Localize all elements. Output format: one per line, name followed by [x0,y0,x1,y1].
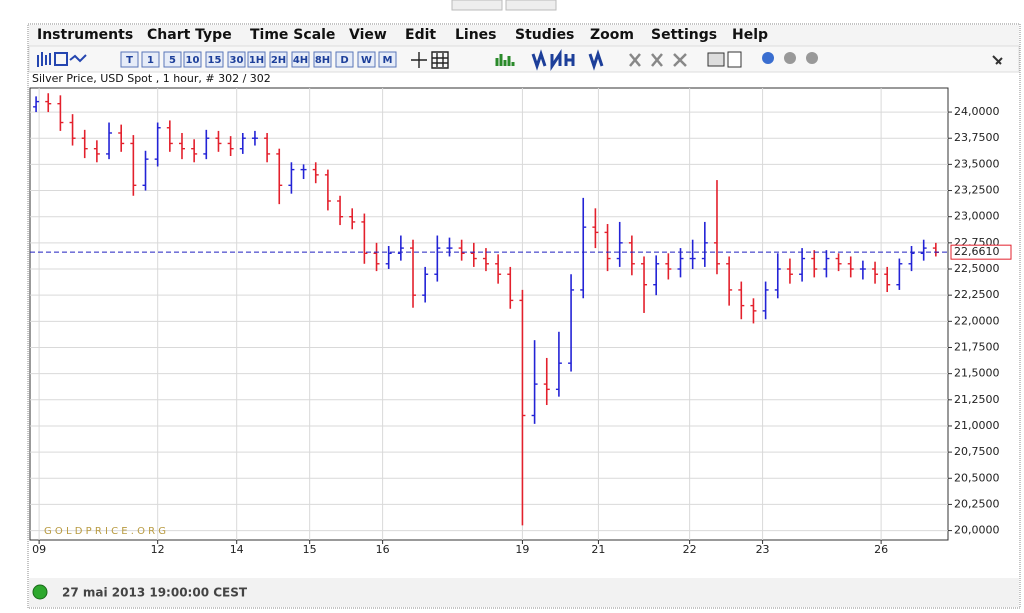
icon[interactable] [495,54,515,66]
toolbar-button-label: 8H [315,55,330,66]
y-tick-label: 22,2500 [954,288,1000,301]
status-text: 27 mai 2013 19:00:00 CEST [62,586,248,600]
toolbar-button[interactable] [247,51,266,68]
toolbar-button-label: 30 [230,55,244,66]
icon[interactable] [411,51,449,69]
menu-bar [29,25,1019,46]
y-tick-label: 23,7500 [954,131,1000,144]
y-tick-label: 22,5000 [954,262,1000,275]
y-tick-label: 23,5000 [954,157,1000,170]
menu-item[interactable]: Edit [405,27,436,43]
menu: Instruments Chart Type Time Scale View Edit L… [37,27,768,43]
icon[interactable] [762,52,774,64]
toolbar-button[interactable] [269,51,288,68]
x-tick-label: 16 [376,543,390,556]
y-tick-label: 21,2500 [954,393,1000,406]
icon[interactable] [727,51,742,68]
toolbar-button[interactable] [163,51,182,68]
status-indicator [32,584,48,600]
x-tick-label: 15 [303,543,317,556]
y-tick-label: 21,0000 [954,419,1000,432]
icon[interactable] [707,52,725,67]
toolbar-button[interactable] [335,51,354,68]
watermark: G O L D P R I C E . O R G [44,526,166,537]
status-bar [29,578,1019,607]
last-price-label: 22,6610 [954,245,1000,258]
menu-item[interactable]: Instruments [37,27,133,43]
pin-icon[interactable] [992,55,1003,65]
x-tick-label: 12 [151,543,165,556]
x-tick-label: 21 [591,543,605,556]
x-tick-label: 14 [230,543,244,556]
y-tick-label: 20,5000 [954,471,1000,484]
plot: 24,000023,750023,500023,250023,000022,75… [30,88,1012,556]
x-tick-label: 26 [874,543,888,556]
y-tick-label: 22,0000 [954,314,1000,327]
tab [451,0,503,11]
toolbar-icons [37,49,1003,71]
tab [505,0,557,11]
toolbar-button[interactable] [378,51,397,68]
y-tick-label: 20,2500 [954,497,1000,510]
toolbar-button[interactable] [120,51,139,68]
x-tick-label: 19 [515,543,529,556]
y-tick-label: 24,0000 [954,105,1000,118]
y-tick-label: 23,0000 [954,210,1000,223]
x-tick-label: 09 [32,543,46,556]
toolbar-button[interactable] [141,51,160,68]
toolbar-button-label: 1 [147,55,154,66]
menu-item[interactable]: View [349,27,387,43]
toolbar-button-label: 4H [293,55,308,66]
menu-item[interactable]: Time Scale [250,27,335,43]
icon[interactable] [629,53,687,67]
icon[interactable] [784,52,796,64]
icon[interactable] [531,49,604,71]
menu-item[interactable]: Studies [515,27,574,43]
menu-item[interactable]: Lines [455,27,497,43]
y-tick-label: 21,5000 [954,367,1000,380]
toolbar-button-label: 5 [169,55,176,66]
toolbar-button-label: M [383,55,393,66]
toolbar-button[interactable] [227,51,246,68]
chart-subtitle: Silver Price, USD Spot , 1 hour, # 302 /… [32,72,271,85]
toolbar-button-label: 15 [208,55,222,66]
x-tick-label: 22 [683,543,697,556]
y-tick-label: 23,2500 [954,184,1000,197]
icon[interactable] [37,52,87,67]
toolbar-button[interactable] [313,51,332,68]
toolbar-button-label: W [361,55,372,66]
menu-item[interactable]: Help [732,27,768,43]
y-tick-label: 20,0000 [954,524,1000,537]
toolbar-buttons: T 1 5 10 15 30 1H 2H 4H 8H D W M [120,51,397,68]
menu-item[interactable]: Chart Type [147,27,232,43]
menu-item[interactable]: Settings [651,27,717,43]
plot-area [29,87,949,541]
x-tick-label: 23 [756,543,770,556]
toolbar-button[interactable] [291,51,310,68]
toolbar-button-label: 10 [186,55,200,66]
icon[interactable] [806,52,818,64]
toolbar-button[interactable] [183,51,202,68]
toolbar-button-label: 1H [249,55,264,66]
toolbar-button[interactable] [205,51,224,68]
toolbar-button-label: 2H [271,55,286,66]
y-tick-label: 20,7500 [954,445,1000,458]
toolbar-button-label: T [126,55,133,66]
last-price-box [950,244,1012,260]
y-tick-label: 21,7500 [954,340,1000,353]
menu-item[interactable]: Zoom [590,27,634,43]
toolbar-button[interactable] [357,51,376,68]
toolbar-button-label: D [340,55,348,66]
